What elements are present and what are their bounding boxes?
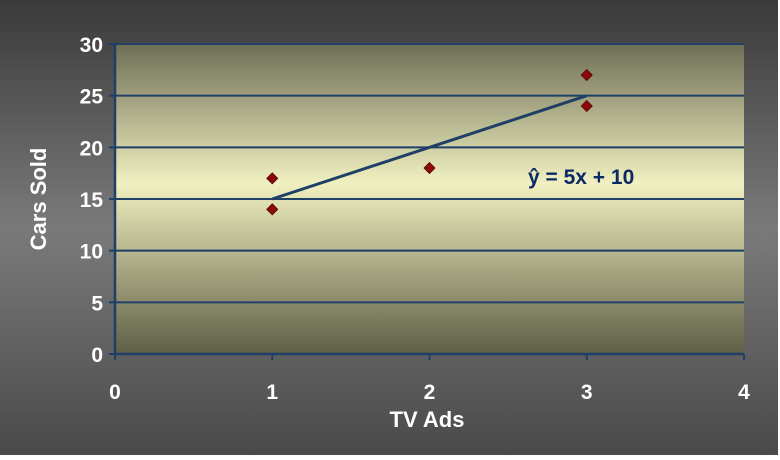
data-points: [266, 68, 593, 216]
data-point-5: [580, 68, 593, 82]
y-tick-label-25: 25: [80, 86, 104, 109]
x-axis-label: TV Ads: [390, 407, 465, 432]
data-point-3: [423, 161, 436, 175]
x-tick-label-0: 0: [109, 381, 121, 404]
y-tick-label-20: 20: [80, 137, 103, 160]
axis-ticks: [109, 43, 745, 360]
data-point-2: [266, 172, 279, 185]
y-tick-label-0: 0: [91, 344, 103, 367]
y-axis-label: Cars Sold: [26, 148, 51, 251]
y-tick-label-5: 5: [91, 292, 103, 315]
x-tick-label-1: 1: [266, 381, 278, 404]
y-tick-label-15: 15: [80, 189, 104, 212]
x-tick-label-2: 2: [424, 381, 436, 404]
data-point-1: [266, 203, 279, 216]
y-tick-label-10: 10: [80, 241, 103, 264]
x-tick-label-3: 3: [581, 381, 593, 404]
y-tick-label-30: 30: [80, 34, 103, 57]
gridlines: [115, 43, 744, 304]
data-point-4: [580, 99, 593, 113]
tick-labels: 0 5 10 15 20 25 30 0 1 2 3 4: [80, 34, 751, 404]
x-tick-label-4: 4: [738, 381, 750, 404]
regression-line: [271, 94, 588, 201]
regression-equation: ŷ = 5x + 10: [528, 166, 634, 189]
